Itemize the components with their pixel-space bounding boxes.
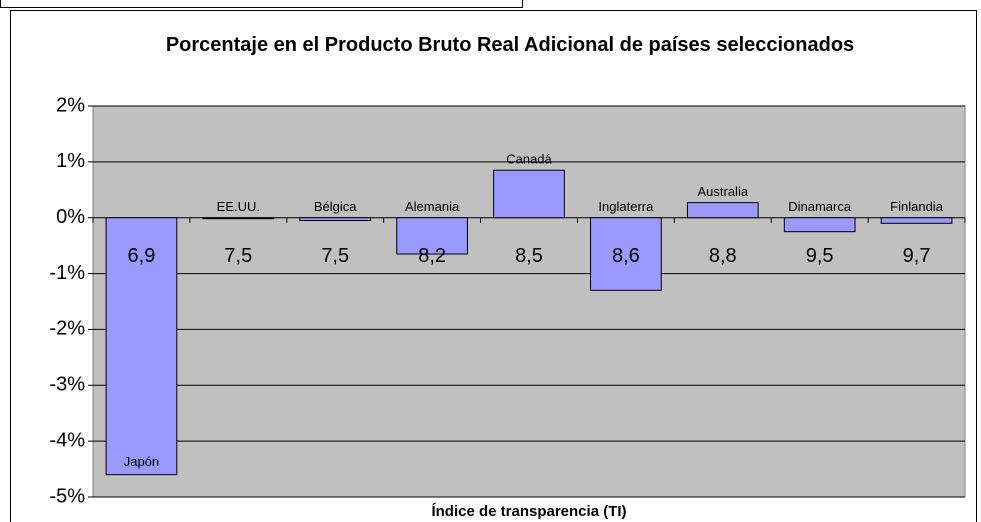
category-label: 8,6 xyxy=(612,245,640,267)
category-label: 8,5 xyxy=(515,245,543,267)
category-label: 7,5 xyxy=(321,245,349,267)
category-label: 8,2 xyxy=(418,245,446,267)
y-tick-label: -5% xyxy=(49,485,85,507)
y-tick-label: -1% xyxy=(49,262,85,284)
bar xyxy=(202,217,275,220)
bar xyxy=(590,217,662,291)
y-tick-label: -4% xyxy=(49,429,85,451)
bar xyxy=(396,217,468,255)
y-tick-label: -2% xyxy=(49,318,85,340)
y-tick-label: -3% xyxy=(49,374,85,396)
bar xyxy=(105,217,178,476)
bar xyxy=(686,202,759,219)
y-tick-label: 2% xyxy=(56,94,85,116)
bar-label: Bélgica xyxy=(314,199,357,214)
x-axis-title: Índice de transparencia (TI) xyxy=(431,503,626,520)
category-label: 9,5 xyxy=(806,245,834,267)
bar xyxy=(783,217,856,233)
chart-title: Porcentaje en el Producto Bruto Real Adi… xyxy=(165,34,855,56)
bar-label: Australia xyxy=(697,184,748,199)
bar-label: EE.UU. xyxy=(217,199,260,214)
bar-label: Finlandia xyxy=(890,199,944,214)
y-tick-label: 0% xyxy=(56,206,85,228)
category-label: 9,7 xyxy=(903,245,931,267)
bar xyxy=(493,169,565,219)
bar-label: Alemania xyxy=(405,199,460,214)
bar xyxy=(880,217,953,224)
bar-label: Canadá xyxy=(506,152,552,167)
category-label: 7,5 xyxy=(224,245,252,267)
category-label: 8,8 xyxy=(709,245,737,267)
bar-label: Japón xyxy=(124,454,159,469)
category-label: 6,9 xyxy=(128,245,156,267)
bar-label: Dinamarca xyxy=(788,199,852,214)
y-tick-label: 1% xyxy=(56,150,85,172)
top-box xyxy=(0,0,523,8)
bar-label: Inglaterra xyxy=(598,199,654,214)
bar xyxy=(299,217,372,222)
